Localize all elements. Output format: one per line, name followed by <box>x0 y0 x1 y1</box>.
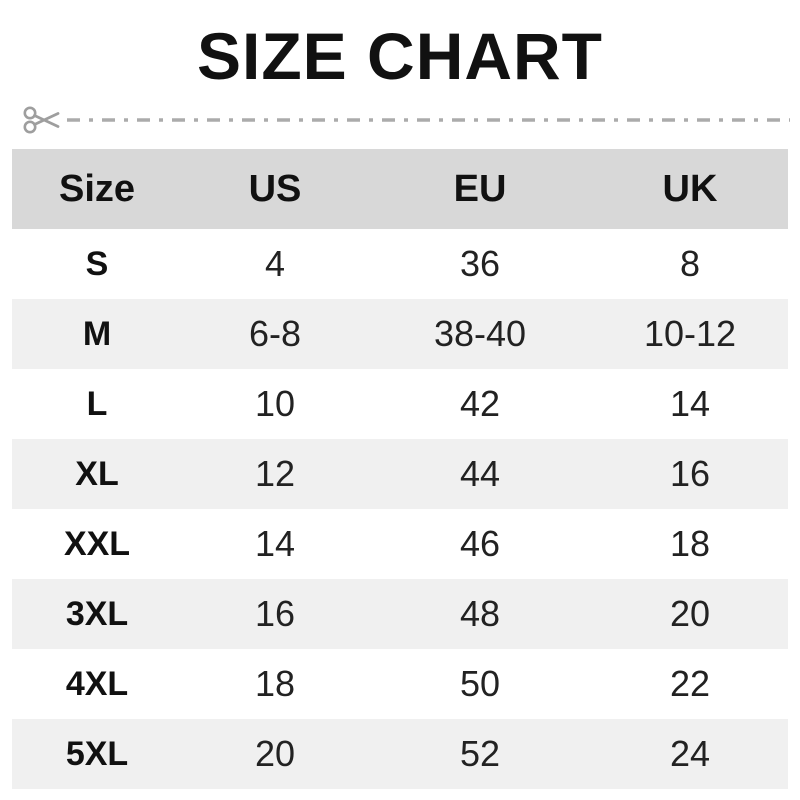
header-us: US <box>182 149 368 230</box>
eu-cell: 48 <box>459 593 501 635</box>
us-cell: 6-8 <box>248 313 302 355</box>
table-row: M 6-8 38-40 10-12 <box>12 299 788 370</box>
size-cell: S <box>85 244 109 283</box>
table-row: L 10 42 14 <box>12 369 788 440</box>
scissors-icon <box>23 106 60 134</box>
size-cell: 3XL <box>65 594 129 633</box>
table-body: S 4 36 8 M 6-8 38-40 10-12 L 10 42 14 XL… <box>12 229 788 790</box>
size-cell: M <box>82 314 112 353</box>
uk-cell: 22 <box>669 663 711 705</box>
size-chart-table: Size US EU UK S 4 36 8 M 6-8 38-40 10-12… <box>12 149 788 790</box>
eu-cell: 52 <box>459 733 501 775</box>
table-row: XXL 14 46 18 <box>12 509 788 580</box>
table-row: 4XL 18 50 22 <box>12 649 788 720</box>
us-cell: 4 <box>264 243 286 285</box>
us-cell: 14 <box>254 523 296 565</box>
uk-cell: 14 <box>669 383 711 425</box>
size-cell: XXL <box>63 524 131 563</box>
us-cell: 16 <box>254 593 296 635</box>
table-header: Size US EU UK <box>12 149 788 230</box>
eu-cell: 50 <box>459 663 501 705</box>
eu-cell: 42 <box>459 383 501 425</box>
cut-line <box>22 99 790 141</box>
header-row: Size US EU UK <box>12 149 788 230</box>
eu-cell: 44 <box>459 453 501 495</box>
uk-cell: 20 <box>669 593 711 635</box>
table-row: S 4 36 8 <box>12 229 788 300</box>
size-cell: XL <box>75 454 119 493</box>
table-row: 3XL 16 48 20 <box>12 579 788 650</box>
us-cell: 18 <box>254 663 296 705</box>
eu-cell: 36 <box>459 243 501 285</box>
uk-cell: 24 <box>669 733 711 775</box>
header-uk: UK <box>592 149 788 230</box>
size-cell: 5XL <box>65 734 129 773</box>
eu-cell: 38-40 <box>433 313 527 355</box>
us-cell: 20 <box>254 733 296 775</box>
uk-cell: 18 <box>669 523 711 565</box>
table-row: XL 12 44 16 <box>12 439 788 510</box>
us-cell: 10 <box>254 383 296 425</box>
size-cell: L <box>86 384 108 423</box>
dashed-cut-line <box>67 118 790 123</box>
table-row: 5XL 20 52 24 <box>12 719 788 790</box>
uk-cell: 8 <box>679 243 701 285</box>
uk-cell: 10-12 <box>643 313 737 355</box>
header-eu: EU <box>368 149 592 230</box>
size-cell: 4XL <box>65 664 129 703</box>
eu-cell: 46 <box>459 523 501 565</box>
us-cell: 12 <box>254 453 296 495</box>
header-size: Size <box>12 149 182 230</box>
uk-cell: 16 <box>669 453 711 495</box>
page-title: SIZE CHART <box>197 19 603 93</box>
